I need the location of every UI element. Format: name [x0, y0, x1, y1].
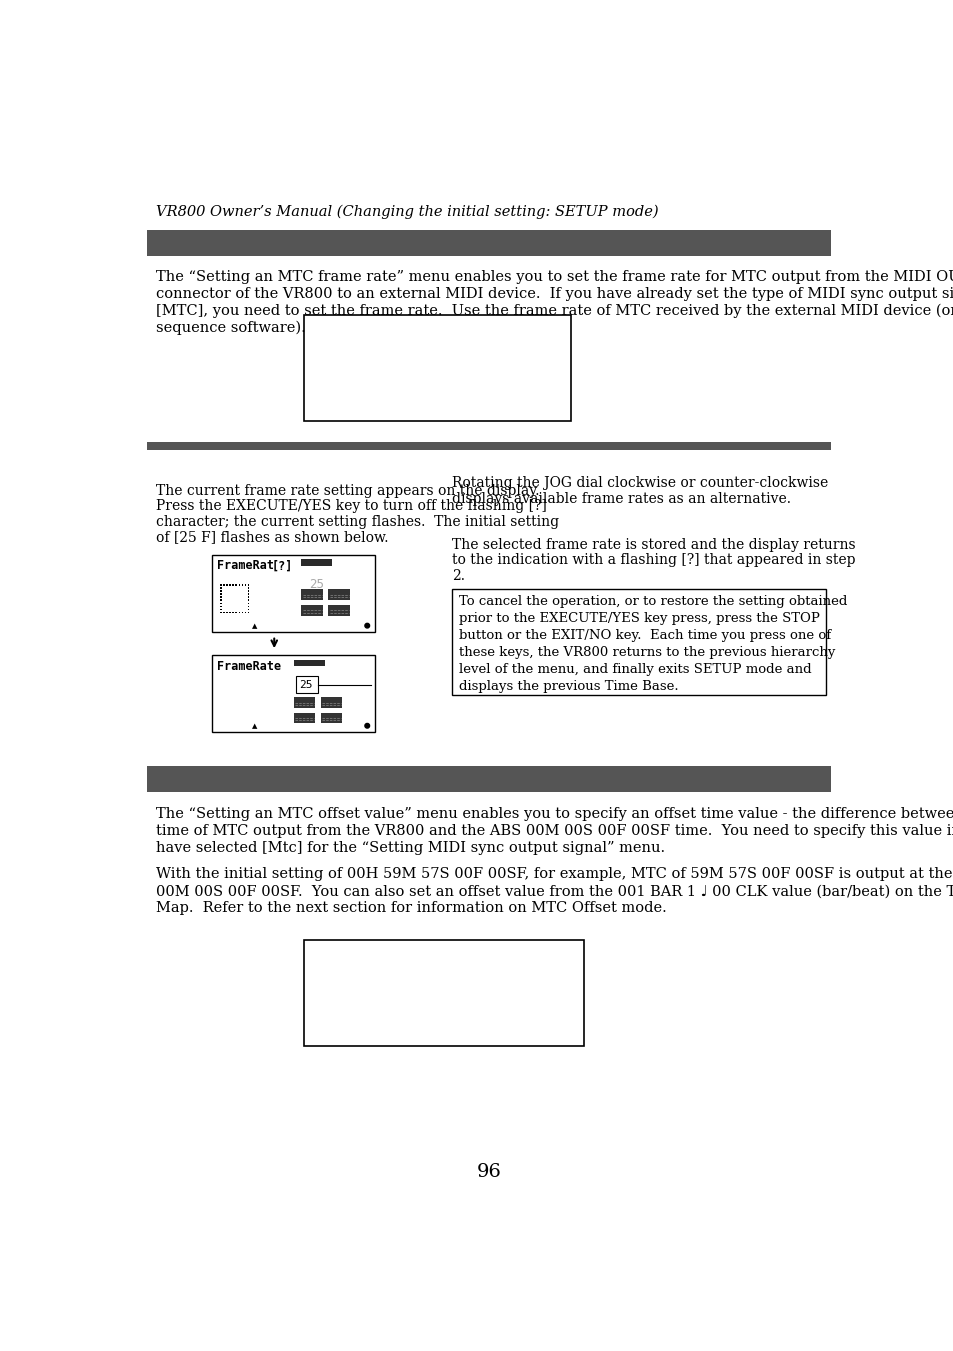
Bar [212, 655, 375, 732]
Text: FrameRat: FrameRat [216, 559, 274, 573]
Circle shape [365, 723, 369, 728]
Text: sequence software).: sequence software). [156, 320, 306, 335]
Bar [248, 603, 249, 604]
Bar [248, 584, 249, 585]
Bar [248, 600, 249, 601]
Bar [295, 677, 317, 693]
Bar [220, 605, 221, 607]
Text: [?]: [?] [271, 559, 293, 573]
Text: FrameRate: FrameRate [216, 659, 281, 673]
Text: 2.: 2. [452, 569, 465, 582]
Circle shape [365, 623, 369, 628]
Bar [220, 609, 221, 611]
Bar [220, 593, 221, 594]
Text: 25: 25 [309, 578, 324, 590]
Bar [223, 612, 224, 613]
Text: prior to the EXECUTE/YES key press, press the STOP: prior to the EXECUTE/YES key press, pres… [458, 612, 819, 624]
Bar [147, 230, 830, 257]
Bar [238, 584, 240, 585]
Text: have selected [Mtc] for the “Setting MIDI sync output signal” menu.: have selected [Mtc] for the “Setting MID… [156, 842, 665, 855]
Text: time of MTC output from the VR800 and the ABS 00M 00S 00F 00SF time.  You need t: time of MTC output from the VR800 and th… [156, 824, 953, 839]
Text: [MTC], you need to set the frame rate.  Use the frame rate of MTC received by th: [MTC], you need to set the frame rate. U… [156, 304, 953, 319]
Text: Press the EXECUTE/YES key to turn off the flashing [?]: Press the EXECUTE/YES key to turn off th… [156, 500, 547, 513]
Text: 00M 00S 00F 00SF.  You can also set an offset value from the 001 BAR 1 ♩ 00 CLK : 00M 00S 00F 00SF. You can also set an of… [156, 885, 953, 898]
Text: The “Setting an MTC frame rate” menu enables you to set the frame rate for MTC o: The “Setting an MTC frame rate” menu ena… [156, 270, 953, 284]
Bar [303, 940, 583, 1046]
Text: these keys, the VR800 returns to the previous hierarchy: these keys, the VR800 returns to the pre… [458, 646, 834, 659]
Text: With the initial setting of 00H 59M 57S 00F 00SF, for example, MTC of 59M 57S 00: With the initial setting of 00H 59M 57S … [156, 867, 953, 881]
Bar [220, 600, 221, 601]
Bar [223, 584, 224, 585]
Bar [245, 612, 246, 613]
Bar [328, 589, 350, 600]
Bar [303, 315, 571, 422]
Bar [212, 555, 375, 632]
Bar [245, 584, 246, 585]
Bar [220, 603, 221, 604]
Bar [301, 605, 323, 616]
Bar [220, 596, 221, 598]
Bar [248, 596, 249, 598]
Bar [301, 559, 332, 566]
Text: 25: 25 [298, 680, 313, 689]
Text: character; the current setting flashes.  The initial setting: character; the current setting flashes. … [156, 515, 559, 528]
Text: To cancel the operation, or to restore the setting obtained: To cancel the operation, or to restore t… [458, 594, 846, 608]
Bar [241, 584, 243, 585]
Bar [229, 584, 231, 585]
Bar [229, 612, 231, 613]
Text: displays available frame rates as an alternative.: displays available frame rates as an alt… [452, 492, 791, 505]
Bar [238, 612, 240, 613]
Text: connector of the VR800 to an external MIDI device.  If you have already set the : connector of the VR800 to an external MI… [156, 286, 953, 301]
Bar [220, 588, 221, 589]
Bar [226, 584, 228, 585]
Text: The selected frame rate is stored and the display returns: The selected frame rate is stored and th… [452, 538, 855, 551]
Text: ▲: ▲ [252, 623, 257, 628]
Text: VR800 Owner’s Manual (Changing the initial setting: SETUP mode): VR800 Owner’s Manual (Changing the initi… [156, 204, 659, 219]
Bar [248, 590, 249, 592]
Bar [147, 766, 830, 792]
Text: to the indication with a flashing [?] that appeared in step: to the indication with a flashing [?] th… [452, 554, 855, 567]
Bar [248, 593, 249, 594]
Bar [220, 590, 221, 592]
Bar [320, 713, 342, 723]
Text: ▲: ▲ [252, 723, 257, 728]
Text: displays the previous Time Base.: displays the previous Time Base. [458, 680, 678, 693]
Bar [294, 697, 315, 708]
Bar [248, 588, 249, 589]
Text: Rotating the JOG dial clockwise or counter-clockwise: Rotating the JOG dial clockwise or count… [452, 477, 828, 490]
Bar [241, 612, 243, 613]
Text: Map.  Refer to the next section for information on MTC Offset mode.: Map. Refer to the next section for infor… [156, 901, 666, 916]
Bar [220, 612, 221, 613]
Text: 96: 96 [476, 1163, 501, 1181]
Bar [294, 713, 315, 723]
Bar [328, 605, 350, 616]
Bar [235, 584, 236, 585]
Bar [147, 442, 830, 450]
Bar [248, 612, 249, 613]
Bar [301, 589, 323, 600]
Text: level of the menu, and finally exits SETUP mode and: level of the menu, and finally exits SET… [458, 662, 810, 676]
Bar [452, 589, 825, 694]
Bar [248, 605, 249, 607]
Bar [294, 659, 324, 666]
Text: button or the EXIT/NO key.  Each time you press one of: button or the EXIT/NO key. Each time you… [458, 628, 830, 642]
Bar [248, 584, 249, 585]
Bar [248, 609, 249, 611]
Bar [220, 612, 221, 613]
Bar [220, 584, 221, 585]
Bar [220, 584, 221, 585]
Text: The “Setting an MTC offset value” menu enables you to specify an offset time val: The “Setting an MTC offset value” menu e… [156, 808, 953, 821]
Bar [320, 697, 342, 708]
Bar [248, 612, 249, 613]
Bar [226, 612, 228, 613]
Text: of [25 F] flashes as shown below.: of [25 F] flashes as shown below. [156, 530, 389, 544]
Bar [235, 612, 236, 613]
Text: The current frame rate setting appears on the display.: The current frame rate setting appears o… [156, 484, 539, 499]
